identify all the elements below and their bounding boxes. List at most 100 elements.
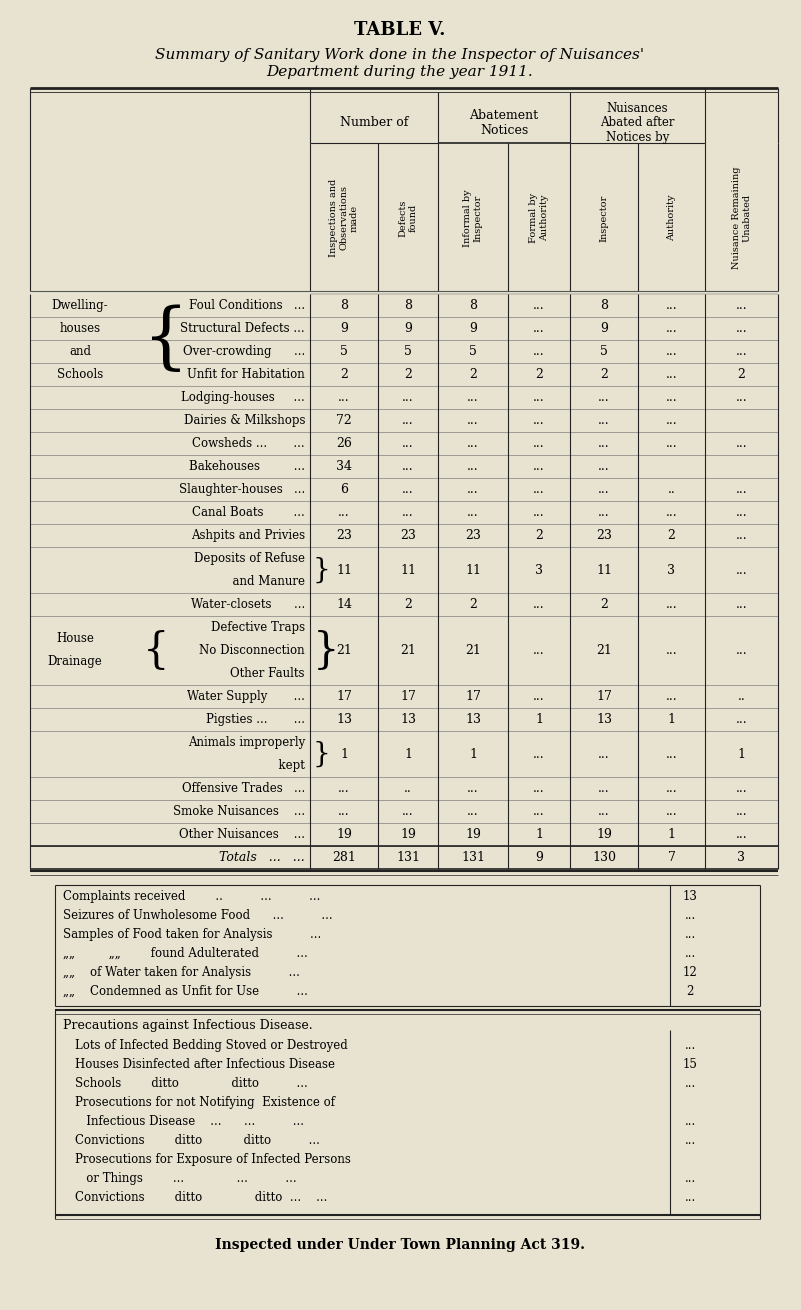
Text: ...: ...: [467, 782, 479, 795]
Text: ...: ...: [533, 414, 545, 427]
Text: Structural Defects ...: Structural Defects ...: [180, 322, 305, 335]
Text: ...: ...: [666, 368, 678, 381]
Text: ...: ...: [684, 909, 695, 922]
Text: 2: 2: [600, 597, 608, 610]
Text: ...: ...: [467, 438, 479, 451]
Text: ...: ...: [735, 322, 747, 335]
Text: 1: 1: [667, 713, 675, 726]
Text: 72: 72: [336, 414, 352, 427]
Text: 8: 8: [600, 299, 608, 312]
Text: ...: ...: [467, 460, 479, 473]
Text: 13: 13: [596, 713, 612, 726]
Text: Abatement
Notices: Abatement Notices: [469, 109, 538, 138]
Text: ...: ...: [684, 1134, 695, 1148]
Text: Drainage: Drainage: [47, 655, 103, 668]
Text: 5: 5: [340, 345, 348, 358]
Text: or Things        ...              ...          ...: or Things ... ... ...: [75, 1172, 296, 1186]
Text: 1: 1: [340, 748, 348, 761]
Text: Pigsties ...       ...: Pigsties ... ...: [206, 713, 305, 726]
Text: ...: ...: [735, 806, 747, 817]
Text: Lodging-houses     ...: Lodging-houses ...: [181, 390, 305, 403]
Text: 8: 8: [469, 299, 477, 312]
Text: ...: ...: [402, 438, 414, 451]
Text: Convictions        ditto              ditto  ...    ...: Convictions ditto ditto ... ...: [75, 1191, 328, 1204]
Text: kept: kept: [271, 758, 305, 772]
Text: 2: 2: [686, 985, 694, 998]
Text: Authority: Authority: [667, 195, 676, 241]
Text: Water-closets      ...: Water-closets ...: [191, 597, 305, 610]
Text: Defective Traps: Defective Traps: [211, 621, 305, 634]
Text: ...: ...: [533, 506, 545, 519]
Text: ...: ...: [684, 1077, 695, 1090]
Text: Inspections and
Observations
made: Inspections and Observations made: [329, 179, 359, 257]
Text: 131: 131: [461, 852, 485, 865]
Text: 19: 19: [400, 828, 416, 841]
Text: ...: ...: [684, 947, 695, 960]
Text: Unfit for Habitation: Unfit for Habitation: [187, 368, 305, 381]
Text: 1: 1: [469, 748, 477, 761]
Text: 3: 3: [738, 852, 746, 865]
Text: 21: 21: [596, 645, 612, 658]
Text: ...: ...: [598, 806, 610, 817]
Text: ...: ...: [533, 806, 545, 817]
Text: 1: 1: [535, 828, 543, 841]
Text: 9: 9: [600, 322, 608, 335]
Text: 281: 281: [332, 852, 356, 865]
Text: TABLE V.: TABLE V.: [354, 21, 445, 39]
Text: 23: 23: [336, 529, 352, 542]
Text: ...: ...: [666, 299, 678, 312]
Text: 11: 11: [465, 563, 481, 576]
Text: Prosecutions for not Notifying  Existence of: Prosecutions for not Notifying Existence…: [75, 1096, 335, 1110]
Text: 11: 11: [336, 563, 352, 576]
Text: 2: 2: [667, 529, 675, 542]
Text: ...: ...: [735, 345, 747, 358]
Text: ...: ...: [338, 506, 350, 519]
Text: Offensive Trades   ...: Offensive Trades ...: [182, 782, 305, 795]
Text: 5: 5: [600, 345, 608, 358]
Text: ...: ...: [666, 645, 678, 658]
Text: 23: 23: [596, 529, 612, 542]
Text: ...: ...: [533, 483, 545, 496]
Text: 2: 2: [535, 529, 543, 542]
Text: House: House: [56, 633, 94, 646]
Text: Precautions against Infectious Disease.: Precautions against Infectious Disease.: [63, 1019, 312, 1032]
Text: ...: ...: [533, 345, 545, 358]
Text: Other Nuisances    ...: Other Nuisances ...: [179, 828, 305, 841]
Text: ...: ...: [598, 438, 610, 451]
Text: ...: ...: [735, 390, 747, 403]
Text: 19: 19: [596, 828, 612, 841]
Text: ...: ...: [533, 322, 545, 335]
Text: ...: ...: [666, 806, 678, 817]
Text: ...: ...: [338, 806, 350, 817]
Text: 17: 17: [400, 690, 416, 703]
Text: ...: ...: [598, 782, 610, 795]
Text: Lots of Infected Bedding Stoved or Destroyed: Lots of Infected Bedding Stoved or Destr…: [75, 1039, 348, 1052]
Text: ...: ...: [598, 748, 610, 761]
Text: 19: 19: [465, 828, 481, 841]
Text: ...: ...: [402, 806, 414, 817]
Text: 2: 2: [469, 368, 477, 381]
Text: ...: ...: [467, 483, 479, 496]
Text: 26: 26: [336, 438, 352, 451]
Text: ...: ...: [402, 390, 414, 403]
Text: Other Faults: Other Faults: [231, 667, 305, 680]
Text: 11: 11: [400, 563, 416, 576]
Text: ...: ...: [598, 390, 610, 403]
Text: 6: 6: [340, 483, 348, 496]
Text: Animals improperly: Animals improperly: [187, 736, 305, 749]
Text: 13: 13: [400, 713, 416, 726]
Text: 3: 3: [667, 563, 675, 576]
Text: ...: ...: [598, 483, 610, 496]
Text: Seizures of Unwholesome Food      ...          ...: Seizures of Unwholesome Food ... ...: [63, 909, 332, 922]
Text: ...: ...: [533, 460, 545, 473]
Text: Smoke Nuisances    ...: Smoke Nuisances ...: [173, 806, 305, 817]
Text: Convictions        ditto           ditto          ...: Convictions ditto ditto ...: [75, 1134, 320, 1148]
Text: Water Supply       ...: Water Supply ...: [187, 690, 305, 703]
Text: 9: 9: [340, 322, 348, 335]
Text: ..: ..: [738, 690, 746, 703]
Text: 34: 34: [336, 460, 352, 473]
Text: ...: ...: [533, 645, 545, 658]
Text: Totals   ...   ...: Totals ... ...: [219, 852, 305, 865]
Text: 1: 1: [738, 748, 746, 761]
Text: {: {: [143, 630, 170, 672]
